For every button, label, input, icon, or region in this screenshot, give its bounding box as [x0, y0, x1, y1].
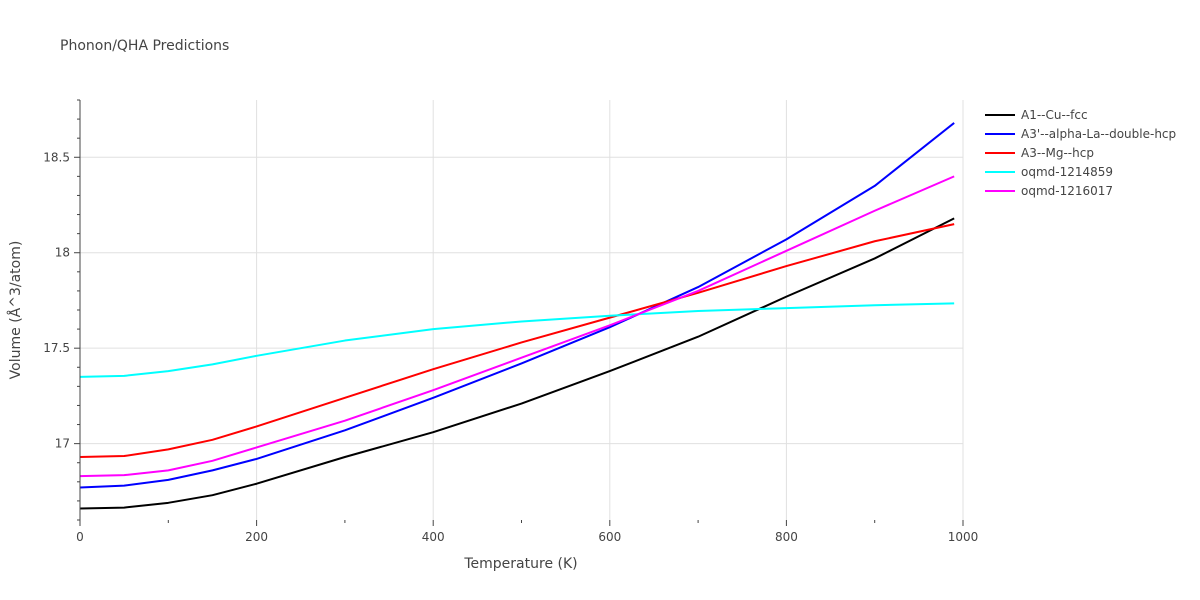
grid-layer — [80, 100, 964, 520]
y-axis-title: Volume (Å^3/atom) — [7, 241, 24, 380]
legend: A1--Cu--fcc A3'--alpha-La--double-hcp A3--… — [985, 108, 1176, 198]
series-line-3 — [79, 223, 955, 458]
series-line-4 — [79, 302, 955, 378]
x-tick-label: 400 — [422, 530, 445, 544]
legend-label-5: oqmd-1216017 — [1021, 184, 1113, 198]
axis-layer: 0 200 400 600 800 1000 17 17.5 18 18.5 — [43, 99, 979, 544]
x-tick-label: 1000 — [948, 530, 979, 544]
series-line-5 — [79, 175, 955, 478]
x-tick-label: 600 — [598, 530, 621, 544]
legend-label-3: A3--Mg--hcp — [1021, 146, 1094, 160]
legend-label-2: A3'--alpha-La--double-hcp — [1021, 127, 1176, 141]
y-tick-label: 17 — [55, 437, 70, 451]
y-tick-label: 17.5 — [43, 341, 70, 355]
x-tick-label: 0 — [76, 530, 84, 544]
y-tick-label: 18.5 — [43, 150, 70, 164]
series-line-2 — [79, 122, 955, 489]
series-line-1 — [79, 217, 955, 510]
legend-label-4: oqmd-1214859 — [1021, 165, 1113, 179]
legend-label-1: A1--Cu--fcc — [1021, 108, 1088, 122]
series-layer — [79, 122, 955, 510]
chart-title: Phonon/QHA Predictions — [60, 38, 229, 54]
x-tick-label: 200 — [245, 530, 268, 544]
x-axis-title: Temperature (K) — [463, 556, 577, 572]
x-tick-label: 800 — [775, 530, 798, 544]
y-tick-label: 18 — [55, 246, 70, 260]
